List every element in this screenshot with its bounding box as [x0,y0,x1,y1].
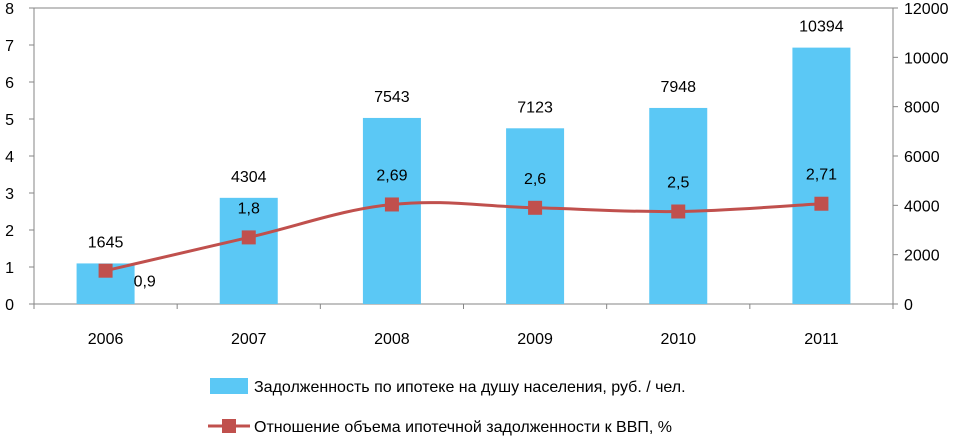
x-tick-label: 2008 [374,331,410,348]
line-value-label: 2,6 [524,171,546,188]
bar [506,128,565,304]
left-tick-label: 1 [5,260,14,277]
plot-frame [33,7,894,305]
right-tick-label: 0 [904,297,913,314]
right-tick-label: 12000 [904,1,949,18]
line-series [98,196,829,278]
line-value-label: 2,71 [806,167,837,184]
left-tick-label: 0 [5,297,14,314]
line-marker [241,230,256,245]
left-tick-label: 5 [5,112,14,129]
left-tick-label: 4 [5,149,14,166]
x-tick-label: 2006 [88,331,124,348]
right-tick-label: 4000 [904,198,940,215]
bar-value-label: 4304 [231,169,267,186]
line-marker [528,200,543,215]
legend-bar-label: Задолженность по ипотеке на душу населен… [254,379,686,396]
right-tick-label: 6000 [904,149,940,166]
right-tick-label: 8000 [904,100,940,117]
line-path [105,201,822,273]
line-marker [384,197,399,212]
x-tick-label: 2009 [517,331,553,348]
right-tick-label: 2000 [904,248,940,265]
line-value-label: 2,5 [667,175,689,192]
left-tick-label: 8 [5,1,14,18]
left-tick-label: 6 [5,75,14,92]
x-tick-label: 2010 [660,331,696,348]
left-tick-label: 3 [5,186,14,203]
right-axis-ticks: 0 2000 4000 6000 8000 10000 12000 [893,1,949,314]
line-marker [814,196,829,211]
bar-value-label: 7948 [660,79,696,96]
legend: Задолженность по ипотеке на душу населен… [208,378,686,436]
legend-bar-swatch [210,378,248,394]
left-axis-ticks: 0 1 2 3 4 5 6 7 8 [5,1,34,314]
line-value-label: 2,69 [376,167,407,184]
right-tick-label: 10000 [904,50,949,67]
x-tick-label: 2007 [231,331,267,348]
bar-value-label: 7123 [517,99,553,116]
bar-value-label: 7543 [374,89,410,106]
legend-line-label: Отношение объема ипотечной задолженности… [254,419,672,436]
left-tick-label: 2 [5,223,14,240]
bar [219,197,278,304]
line-marker [671,204,686,219]
plot-area [33,7,894,305]
bar-series [76,47,851,305]
bar-value-label: 1645 [88,234,124,251]
bar-value-label: 10394 [799,19,844,36]
line-value-label: 1,8 [238,200,260,217]
data-labels: 1645 4304 7543 7123 7948 10394 0,9 1,8 2,69 2,6 2,… [88,19,844,291]
legend-line-marker [222,419,236,433]
x-tick-label: 2011 [804,331,839,348]
left-tick-label: 7 [5,38,14,55]
bar [792,47,851,305]
x-axis-ticks: 2006 2007 2008 2009 2010 2011 [33,304,894,348]
line-marker [98,263,113,278]
line-value-label: 0,9 [134,274,156,291]
